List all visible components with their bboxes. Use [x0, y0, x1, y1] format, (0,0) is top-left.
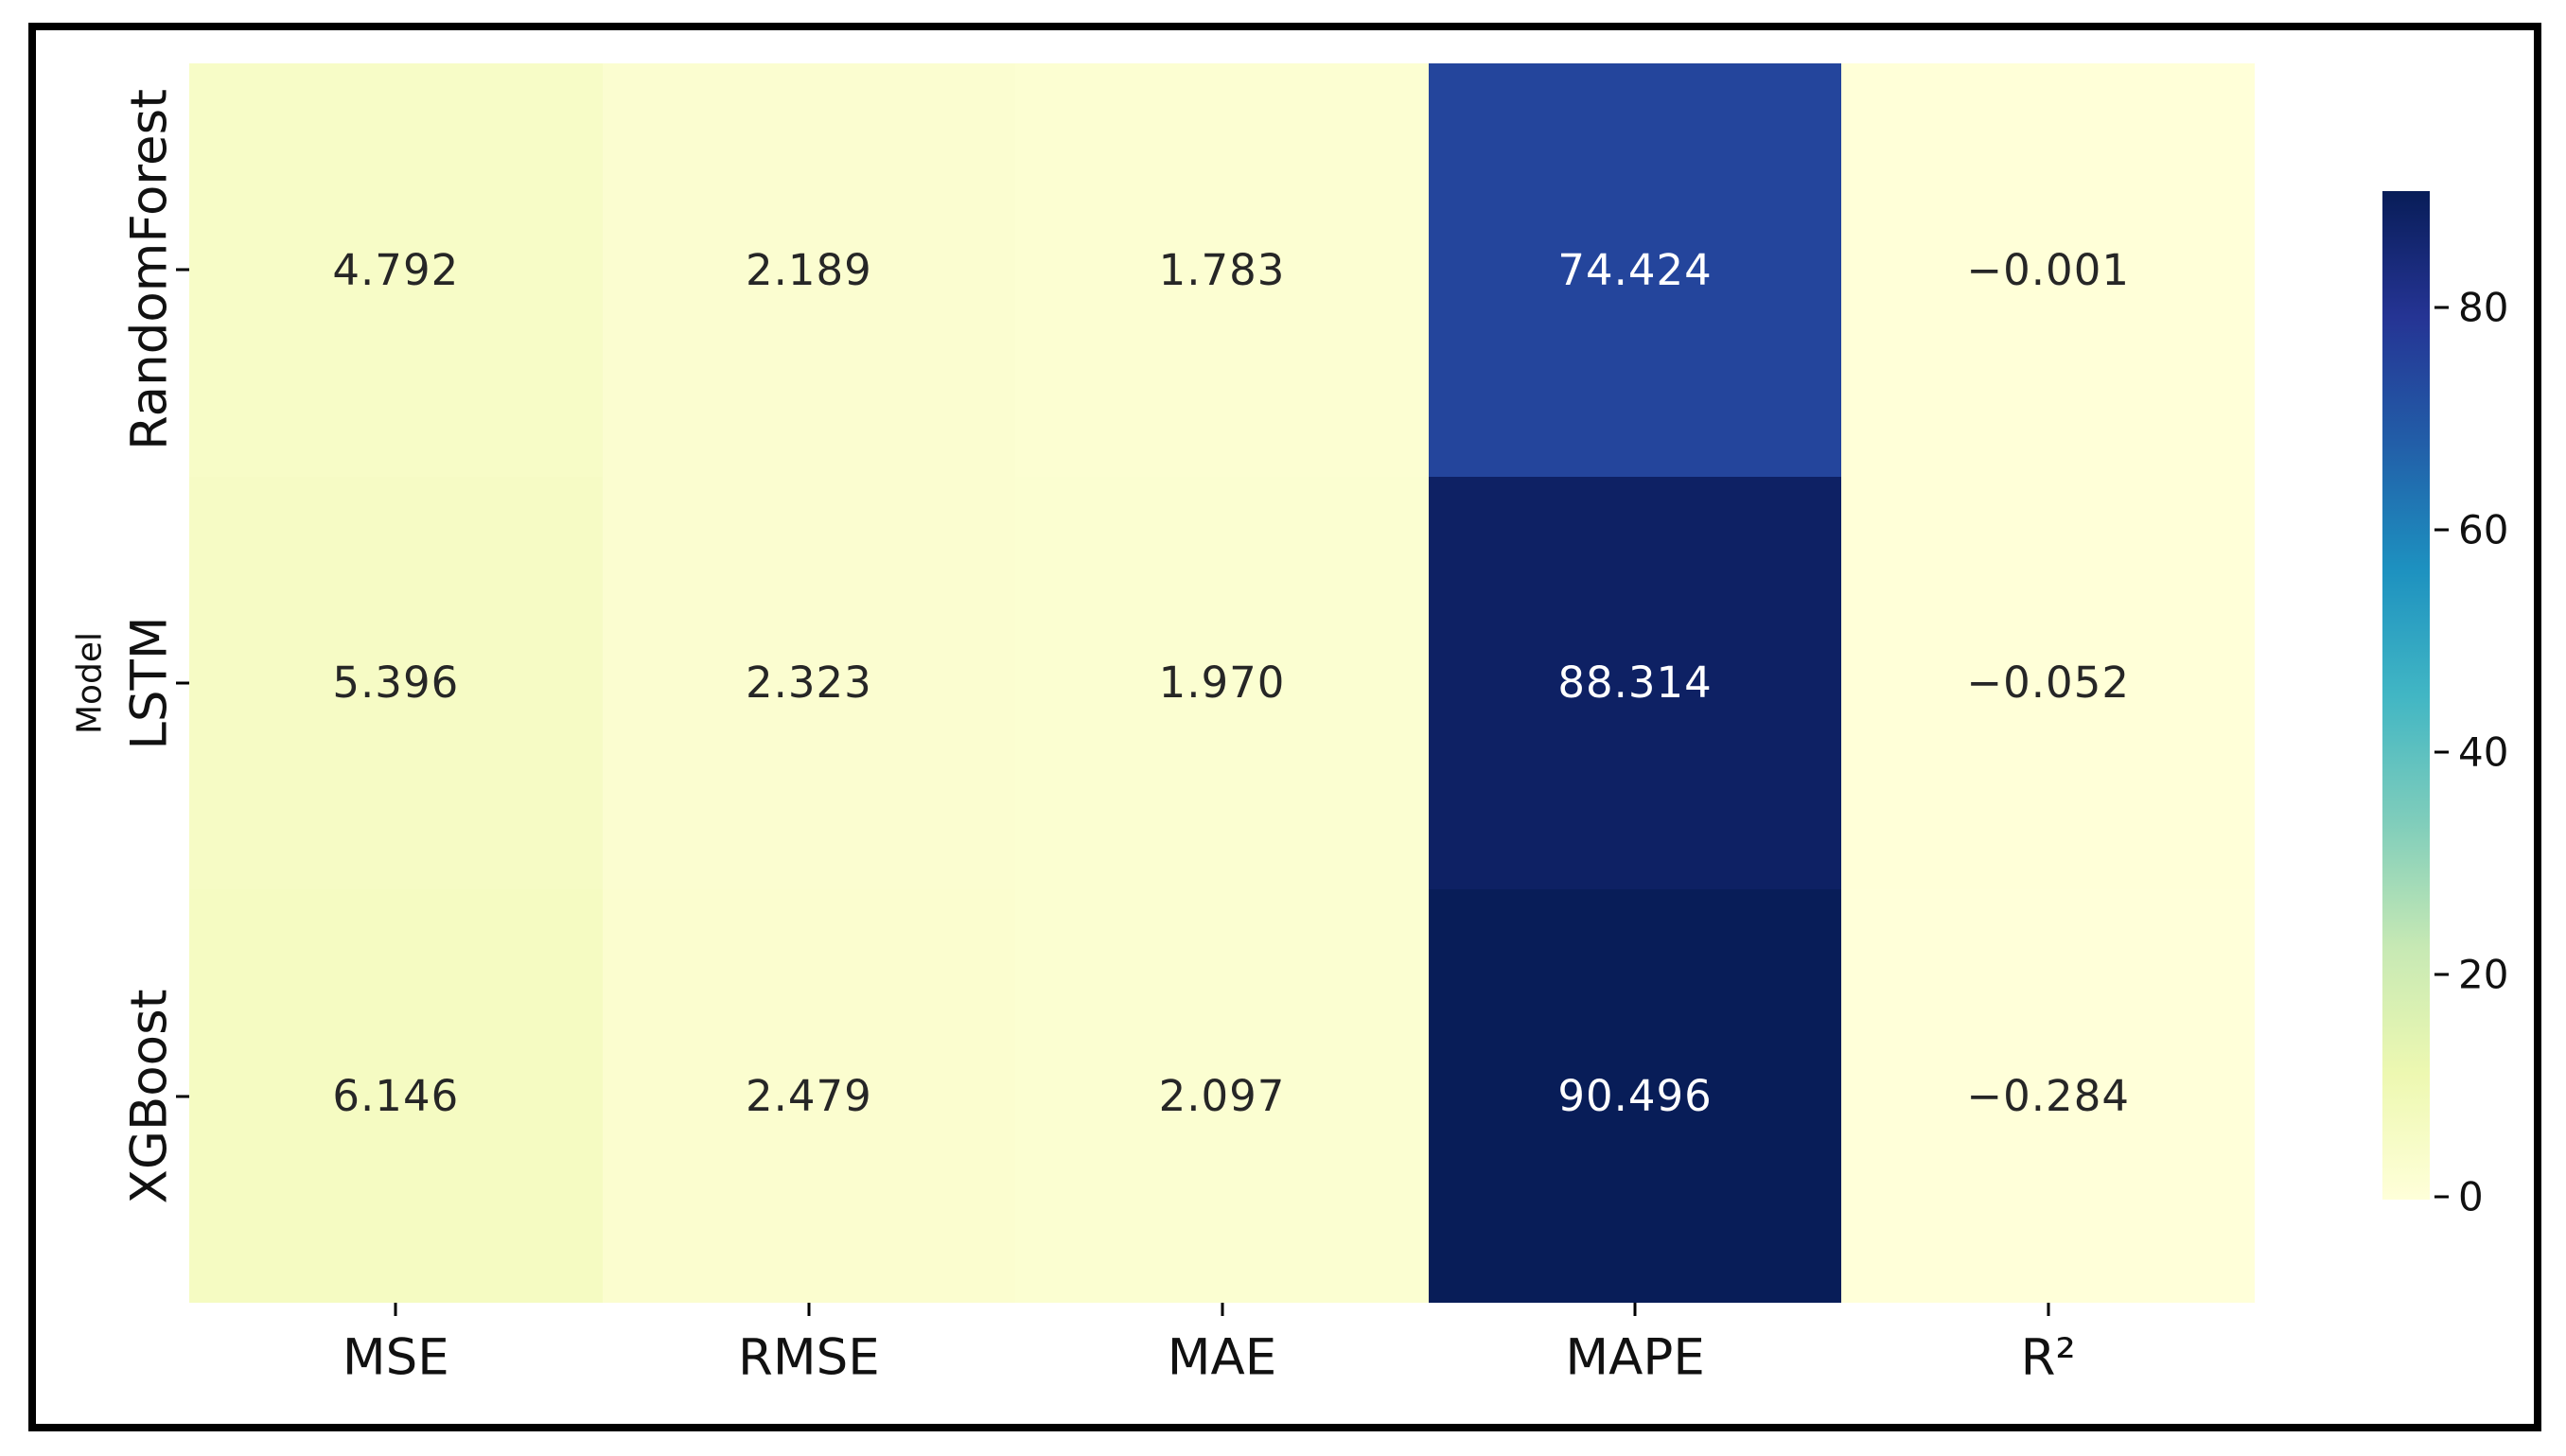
x-tick	[394, 1303, 397, 1316]
cell-value: 2.479	[745, 1071, 872, 1122]
cell-value: 1.783	[1158, 244, 1286, 295]
cell-value: 1.970	[1158, 658, 1286, 709]
heatmap-cell: 2.097	[1015, 889, 1429, 1303]
x-tick-label: MAE	[1167, 1328, 1277, 1387]
x-tick-label: MSE	[342, 1328, 449, 1387]
colorbar-tick-label: 60	[2458, 506, 2509, 553]
y-tick	[176, 1095, 189, 1098]
colorbar-gradient	[2382, 191, 2430, 1200]
colorbar-tick-label: 40	[2458, 728, 2509, 776]
heatmap-cell: 4.792	[189, 63, 603, 477]
colorbar-tick-label: 80	[2458, 284, 2509, 331]
y-tick	[176, 268, 189, 272]
heatmap-cell: 5.396	[189, 476, 603, 890]
colorbar: 0 20 40 60 80	[2382, 191, 2508, 1219]
x-tick	[2047, 1303, 2050, 1316]
cell-value: 2.097	[1158, 1071, 1286, 1122]
heatmap-cell: 2.323	[602, 476, 1016, 890]
colorbar-tick	[2434, 1195, 2449, 1199]
cell-value: 6.146	[332, 1071, 460, 1122]
heatmap-cell: 74.424	[1428, 63, 1842, 477]
cell-value: −0.001	[1966, 244, 2130, 295]
heatmap-cell: 90.496	[1428, 889, 1842, 1303]
x-tick-label: R²	[2020, 1328, 2076, 1387]
colorbar-tick	[2434, 528, 2449, 532]
x-tick-label: RMSE	[738, 1328, 880, 1387]
colorbar-tick	[2434, 306, 2449, 309]
y-axis-title: Model	[70, 631, 110, 735]
colorbar-tick-label: 20	[2458, 951, 2509, 998]
colorbar-tick	[2434, 750, 2449, 754]
y-tick-label: XGBoost	[120, 989, 179, 1204]
x-tick	[1633, 1303, 1637, 1316]
heatmap-cell: 1.783	[1015, 63, 1429, 477]
heatmap-cell: 1.970	[1015, 476, 1429, 890]
heatmap-grid: 4.792 2.189 1.783 74.424 −0.001 5.396 2.323 1.9…	[189, 63, 2255, 1303]
cell-value: −0.284	[1966, 1071, 2130, 1122]
cell-value: 2.323	[745, 658, 872, 709]
cell-value: 90.496	[1557, 1071, 1713, 1122]
y-tick-label: LSTM	[120, 616, 179, 750]
heatmap-cell: −0.284	[1841, 889, 2255, 1303]
colorbar-tick-label: 0	[2458, 1173, 2484, 1220]
heatmap-cell: 6.146	[189, 889, 603, 1303]
x-tick	[807, 1303, 811, 1316]
heatmap-cell: 2.189	[602, 63, 1016, 477]
heatmap-cell: −0.001	[1841, 63, 2255, 477]
figure-border	[28, 23, 2541, 1431]
cell-value: 5.396	[332, 658, 460, 709]
cell-value: 4.792	[332, 244, 460, 295]
heatmap-cell: 2.479	[602, 889, 1016, 1303]
x-tick	[1221, 1303, 1223, 1316]
heatmap-plot: 4.792 2.189 1.783 74.424 −0.001 5.396 2.323 1.9…	[121, 63, 2255, 1387]
cell-value: 2.189	[745, 244, 872, 295]
heatmap-cell: −0.052	[1841, 476, 2255, 890]
cell-value: 88.314	[1557, 658, 1713, 709]
cell-value: −0.052	[1966, 658, 2130, 709]
heatmap-cell: 88.314	[1428, 476, 1842, 890]
x-tick-label: MAPE	[1565, 1328, 1705, 1387]
colorbar-tick	[2434, 973, 2449, 976]
cell-value: 74.424	[1557, 244, 1713, 295]
y-tick-label: RandomForest	[120, 89, 179, 451]
y-tick	[176, 681, 189, 685]
